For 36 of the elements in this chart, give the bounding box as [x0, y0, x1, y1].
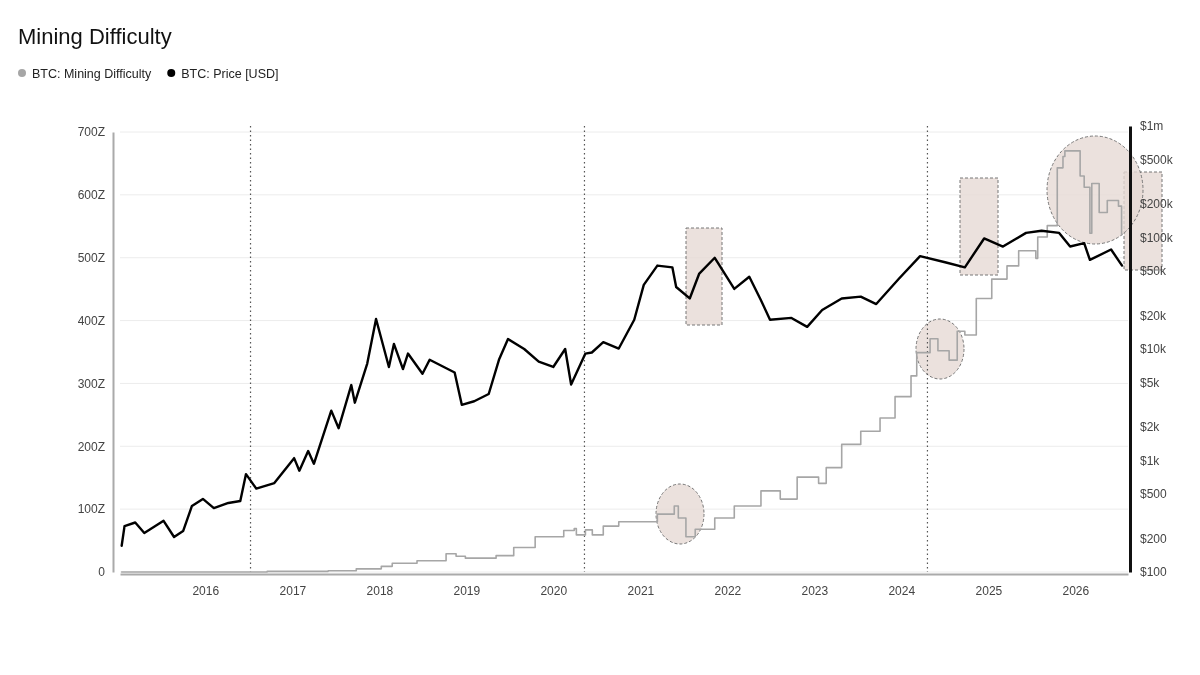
y-tick-label: 600Z: [77, 188, 105, 203]
legend-label: BTC: Price [USD]: [181, 66, 279, 81]
y2-tick-label: $200: [1140, 531, 1168, 546]
y2-tick-label: $1k: [1140, 453, 1161, 468]
y2-tick-label: $200k: [1140, 197, 1174, 212]
y-tick-label: 0: [98, 565, 106, 580]
y-tick-label: 700Z: [77, 125, 105, 140]
x-tick-label: 2016: [192, 583, 220, 598]
chart-title: Mining Difficulty: [18, 24, 172, 49]
y2-tick-label: $10k: [1140, 342, 1168, 357]
y2-tick-label: $20k: [1140, 308, 1168, 323]
y2-tick-label: $500: [1140, 487, 1168, 502]
x-tick-label: 2024: [888, 583, 916, 598]
y2-tick-label: $2k: [1140, 420, 1161, 435]
x-tick-label: 2017: [279, 583, 307, 598]
y2-tick-label: $100: [1140, 565, 1168, 580]
x-tick-label: 2026: [1062, 583, 1090, 598]
legend-label: BTC: Mining Difficulty: [32, 66, 152, 81]
y2-tick-label: $100k: [1140, 230, 1174, 245]
x-tick-label: 2020: [540, 583, 568, 598]
x-tick-label: 2019: [453, 583, 481, 598]
x-tick-label: 2021: [627, 583, 655, 598]
y-tick-label: 500Z: [77, 251, 105, 266]
y2-tick-label: $500k: [1140, 152, 1174, 167]
y2-tick-label: $50k: [1140, 264, 1168, 279]
y2-tick-label: $5k: [1140, 375, 1161, 390]
line-series: [120, 229, 1124, 547]
y-tick-label: 200Z: [77, 439, 105, 454]
y2-tick-label: $1m: [1140, 119, 1164, 134]
x-tick-label: 2018: [366, 583, 394, 598]
y-tick-label: 100Z: [77, 502, 105, 517]
x-tick-label: 2022: [714, 583, 742, 598]
x-tick-label: 2025: [975, 583, 1003, 598]
y-tick-label: 300Z: [77, 376, 105, 391]
y-tick-label: 400Z: [77, 313, 105, 328]
x-tick-label: 2023: [801, 583, 829, 598]
